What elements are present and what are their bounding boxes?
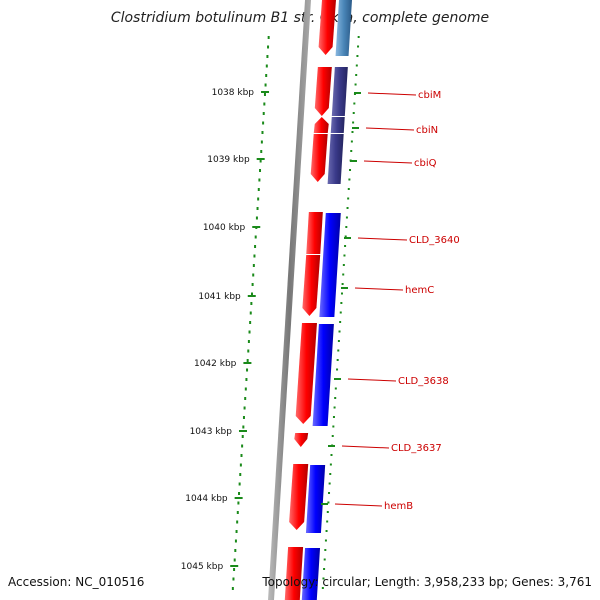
ruler-tick: 1039 kbp [207,155,265,165]
ruler-tick-label: 1045 kbp [181,562,224,572]
forward-gene-block[interactable] [295,323,317,424]
gene-label-cbim[interactable]: cbiM [354,90,441,101]
reverse-gene-block[interactable] [335,0,352,56]
ruler-tick: 1044 kbp [185,494,243,504]
reverse-gene-block[interactable] [319,213,341,317]
accession-text: Accession: NC_010516 [8,575,145,589]
forward-gene-block[interactable] [294,433,309,447]
forward-gene-block[interactable] [306,212,323,254]
reverse-gene-block[interactable] [301,548,321,600]
forward-gene-block[interactable] [314,67,332,116]
ruler-tick-label: 1043 kbp [190,427,233,437]
topology-text: Topology: circular; Length: 3,958,233 bp… [262,575,592,589]
ruler-tick-label: 1041 kbp [198,292,241,302]
reverse-gene-block[interactable] [305,465,326,533]
reverse-gene-block[interactable] [327,134,344,184]
track-guide [321,36,360,589]
reverse-gene-block[interactable] [312,324,334,426]
gene-name: CLD_3640 [409,235,460,246]
forward-gene-block[interactable] [318,0,336,55]
genome-backbone [268,0,311,600]
forward-gene-block[interactable] [302,255,321,316]
forward-gene-block[interactable] [284,547,304,600]
gene-name: cbiN [416,125,438,136]
reverse-gene-block[interactable] [330,117,345,133]
gene-name: cbiM [418,90,441,101]
forward-gene-block[interactable] [289,464,309,530]
ruler-tick-label: 1044 kbp [185,494,228,504]
gene-name: cbiQ [414,158,437,169]
ruler-guide [231,36,270,590]
gene-label-cld-3637[interactable]: CLD_3637 [328,443,442,454]
gene-label-cbin[interactable]: cbiN [352,125,438,136]
forward-gene-block[interactable] [313,117,329,133]
ruler-tick-label: 1038 kbp [212,88,255,98]
ruler-tick: 1041 kbp [198,292,256,302]
forward-gene-block[interactable] [310,134,328,182]
ruler-tick: 1043 kbp [190,427,247,437]
ruler-tick-label: 1039 kbp [207,155,250,165]
gene-label-hemc[interactable]: hemC [341,285,434,296]
ruler-tick: 1042 kbp [194,359,252,369]
gene-label-cbiq[interactable]: cbiQ [350,158,437,169]
gene-name: CLD_3637 [391,443,442,454]
reverse-gene-block[interactable] [331,67,348,116]
ruler-tick: 1038 kbp [212,88,270,98]
gene-label-cld-3640[interactable]: CLD_3640 [344,235,460,246]
ruler-tick-label: 1042 kbp [194,359,237,369]
gene-label-hemb[interactable]: hemB [321,501,413,512]
gene-name: CLD_3638 [398,376,449,387]
gene-name: hemB [384,501,413,512]
ruler-tick: 1040 kbp [203,223,261,233]
ruler-tick: 1045 kbp [181,562,239,572]
gene-name: hemC [405,285,434,296]
gene-label-cld-3638[interactable]: CLD_3638 [334,376,449,387]
map-title: Clostridium botulinum B1 str. Okra, comp… [110,10,490,26]
ruler-tick-label: 1040 kbp [203,223,246,233]
